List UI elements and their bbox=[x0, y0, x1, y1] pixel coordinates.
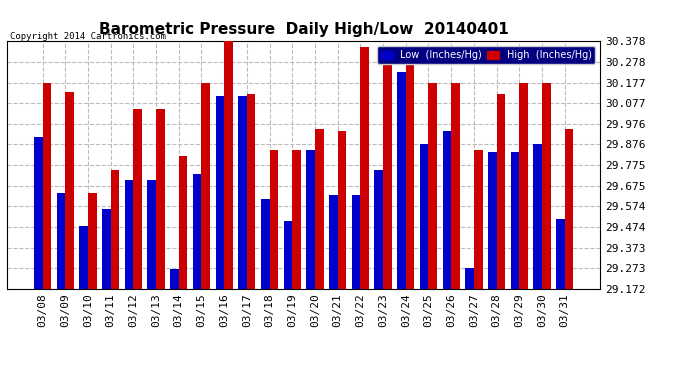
Bar bbox=[474, 150, 482, 289]
Bar bbox=[133, 109, 142, 289]
Bar bbox=[556, 219, 564, 289]
Bar bbox=[329, 195, 337, 289]
Bar bbox=[88, 193, 97, 289]
Bar bbox=[406, 62, 415, 289]
Bar bbox=[375, 170, 383, 289]
Bar bbox=[65, 92, 74, 289]
Bar bbox=[564, 129, 573, 289]
Bar bbox=[511, 152, 520, 289]
Bar bbox=[542, 82, 551, 289]
Bar bbox=[451, 82, 460, 289]
Bar bbox=[102, 209, 110, 289]
Bar bbox=[383, 47, 392, 289]
Bar bbox=[428, 82, 437, 289]
Bar bbox=[247, 94, 255, 289]
Bar bbox=[193, 174, 201, 289]
Bar bbox=[306, 150, 315, 289]
Bar bbox=[337, 131, 346, 289]
Bar bbox=[293, 150, 301, 289]
Bar bbox=[79, 225, 88, 289]
Bar bbox=[170, 268, 179, 289]
Bar bbox=[360, 47, 369, 289]
Bar bbox=[215, 96, 224, 289]
Bar bbox=[224, 41, 233, 289]
Bar bbox=[148, 180, 156, 289]
Bar bbox=[442, 131, 451, 289]
Bar bbox=[533, 144, 542, 289]
Bar bbox=[497, 94, 505, 289]
Bar bbox=[43, 82, 51, 289]
Legend: Low  (Inches/Hg), High  (Inches/Hg): Low (Inches/Hg), High (Inches/Hg) bbox=[377, 46, 595, 64]
Bar bbox=[397, 72, 406, 289]
Bar bbox=[179, 156, 188, 289]
Bar bbox=[352, 195, 360, 289]
Bar bbox=[520, 82, 528, 289]
Bar bbox=[110, 170, 119, 289]
Title: Barometric Pressure  Daily High/Low  20140401: Barometric Pressure Daily High/Low 20140… bbox=[99, 22, 509, 37]
Bar bbox=[57, 193, 65, 289]
Bar bbox=[315, 129, 324, 289]
Bar bbox=[125, 180, 133, 289]
Bar bbox=[488, 152, 497, 289]
Bar bbox=[201, 82, 210, 289]
Bar bbox=[270, 150, 278, 289]
Bar bbox=[420, 144, 428, 289]
Bar bbox=[465, 268, 474, 289]
Text: Copyright 2014 Cartronics.com: Copyright 2014 Cartronics.com bbox=[10, 32, 166, 41]
Bar bbox=[34, 137, 43, 289]
Bar bbox=[284, 221, 293, 289]
Bar bbox=[238, 96, 247, 289]
Bar bbox=[261, 199, 270, 289]
Bar bbox=[156, 109, 165, 289]
